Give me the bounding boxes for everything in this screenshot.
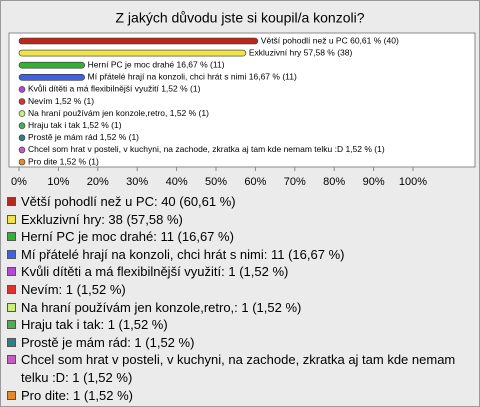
legend-swatch	[7, 267, 16, 277]
value-label: Hraju tak i tak 1,52 % (1)	[28, 120, 122, 130]
legend-label: Chcel som hrat v posteli, v kuchyni, na …	[21, 352, 456, 385]
bar	[18, 49, 247, 57]
chart: Z jakých důvodu jste si koupil/a konzoli…	[8, 10, 476, 188]
legend-label: Větší pohodlí než u PC: 40 (60,61 %)	[21, 194, 236, 209]
value-label: Nevím 1,52 % (1)	[28, 96, 94, 106]
legend-label: Pro dite: 1 (1,52 %)	[21, 387, 133, 403]
bar	[18, 37, 259, 45]
bar	[18, 86, 26, 93]
legend-item: Herní PC je moc drahé: 11 (16,67 %)	[7, 228, 467, 246]
legend-item: Větší pohodlí než u PC: 40 (60,61 %)	[7, 193, 467, 211]
value-label: Na hraní používám jen konzole,retro, 1,5…	[28, 108, 209, 118]
x-tick-label: 70%	[284, 176, 306, 188]
x-tick-label: 80%	[323, 176, 345, 188]
legend-swatch	[7, 197, 16, 206]
bar	[18, 110, 26, 117]
legend-label: Na hraní používám jen konzole,retro,: 1 …	[21, 299, 302, 315]
legend-item: Na hraní používám jen konzole,retro,: 1 …	[7, 299, 467, 317]
bar	[18, 146, 26, 154]
legend-swatch	[7, 390, 16, 400]
value-label: Herní PC je moc drahé 16,67 % (11)	[88, 59, 225, 69]
legend-item: Exkluzivní hry: 38 (57,58 %)	[7, 211, 467, 229]
legend-label: Herní PC je moc drahé: 11 (16,67 %)	[21, 229, 234, 245]
bar	[18, 122, 26, 129]
legend-item: Mí přátelé hrají na konzoli, chci hrát s…	[7, 246, 467, 264]
bar	[18, 158, 26, 166]
legend-item: Pro dite: 1 (1,52 %)	[7, 387, 467, 405]
value-label: Chcel som hrat v posteli, v kuchyni, na …	[28, 144, 385, 154]
legend-label: Exkluzivní hry: 38 (57,58 %)	[21, 211, 183, 227]
legend-swatch	[7, 337, 16, 347]
value-label: Mí přátelé hrají na konzoli, chci hrát s…	[88, 72, 297, 82]
legend-swatch	[7, 320, 16, 330]
bar	[18, 61, 85, 69]
legend-swatch	[7, 302, 16, 312]
legend-item: Chcel som hrat v posteli, v kuchyni, na …	[7, 351, 467, 386]
legend: Větší pohodlí než u PC: 40 (60,61 %) Exkl…	[7, 193, 467, 404]
legend-swatch	[7, 249, 16, 259]
x-tick-label: 60%	[244, 176, 266, 188]
legend-item: Kvůli dítěti a má flexibilnější využití:…	[7, 263, 467, 281]
x-tick-label: 90%	[363, 176, 385, 188]
x-tick-label: 20%	[87, 176, 109, 188]
legend-swatch	[7, 355, 16, 365]
value-label: Kvůli dítěti a má flexibilnější využití …	[28, 84, 201, 94]
legend-label: Kvůli dítěti a má flexibilnější využití:…	[21, 264, 289, 280]
legend-item: Nevím: 1 (1,52 %)	[7, 281, 467, 299]
legend-label: Mí přátelé hrají na konzoli, chci hrát s…	[21, 246, 345, 262]
x-tick-label: 0%	[11, 176, 27, 188]
legend-swatch	[7, 214, 16, 224]
legend-label: Hraju tak i tak: 1 (1,52 %)	[21, 317, 168, 333]
value-label: Pro dite 1,52 % (1)	[28, 156, 99, 166]
x-tick-label: 10%	[47, 176, 69, 188]
value-label: Prostě je mám rád 1,52 % (1)	[28, 132, 139, 142]
legend-swatch	[7, 232, 16, 242]
legend-swatch	[7, 284, 16, 294]
legend-label: Prostě je mám rád: 1 (1,52 %)	[21, 334, 195, 350]
x-tick-label: 40%	[166, 176, 188, 188]
bar	[18, 98, 26, 105]
x-tick-label: 30%	[126, 176, 148, 188]
value-label: Větší pohodlí než u PC 60,61 % (40)	[261, 35, 399, 45]
value-label: Exkluzivní hry 57,58 % (38)	[249, 47, 353, 57]
x-tick-label: 100%	[399, 176, 427, 188]
chart-title: Z jakých důvodu jste si koupil/a konzoli…	[115, 10, 364, 26]
legend-label: Nevím: 1 (1,52 %)	[21, 281, 126, 297]
x-tick-label: 50%	[205, 176, 227, 188]
bar	[18, 134, 26, 142]
legend-item: Hraju tak i tak: 1 (1,52 %)	[7, 316, 467, 334]
bar	[18, 74, 85, 81]
legend-item: Prostě je mám rád: 1 (1,52 %)	[7, 334, 467, 352]
